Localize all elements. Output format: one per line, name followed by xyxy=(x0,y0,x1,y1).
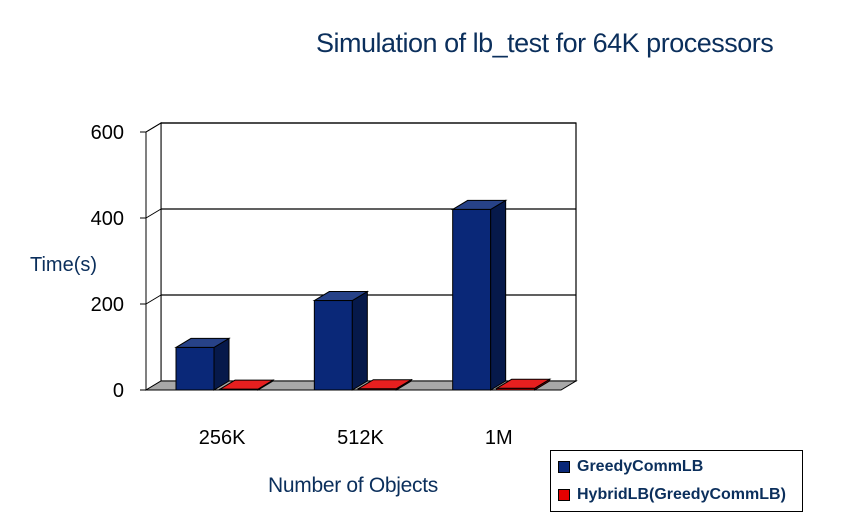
bar-side-greedycommlb-2 xyxy=(490,199,507,391)
bar-front-greedycommlb-1 xyxy=(313,300,353,391)
y-axis-label: Time(s) xyxy=(30,254,98,276)
x-axis-label: Number of Objects xyxy=(268,474,438,497)
chart-title: Simulation of lb_test for 64K processors xyxy=(316,28,774,58)
bar-top-greedycommlb-0 xyxy=(174,337,231,348)
legend-swatch-greedycommlb xyxy=(558,461,570,473)
y-tick-label-2: 400 xyxy=(91,208,124,230)
y-tick-label-1: 200 xyxy=(91,294,124,316)
y-tick-label-3: 600 xyxy=(91,122,124,144)
bar-front-greedycommlb-0 xyxy=(175,346,215,391)
legend: GreedyCommLB HybridLB(GreedyCommLB) xyxy=(550,450,803,512)
legend-swatch-hybridlb xyxy=(558,489,570,501)
bar-top-hybridlb-greedycommlb--1 xyxy=(356,379,414,390)
bar-top-hybridlb-greedycommlb--2 xyxy=(494,378,552,389)
legend-label-hybridlb: HybridLB(GreedyCommLB) xyxy=(577,486,786,503)
legend-item-greedycommlb: GreedyCommLB xyxy=(558,458,703,476)
x-tick-label-2: 1M xyxy=(485,427,513,449)
bar-top-greedycommlb-1 xyxy=(312,291,370,302)
gridline-side xyxy=(145,208,162,219)
legend-item-hybridlb: HybridLB(GreedyCommLB) xyxy=(558,486,786,504)
gridline-side xyxy=(145,294,162,305)
x-tick-label-0: 256K xyxy=(199,427,246,449)
x-tick-label-1: 512K xyxy=(337,427,384,449)
bar-top-hybridlb-greedycommlb--0 xyxy=(218,379,275,390)
side-wall xyxy=(145,122,162,391)
bar-side-greedycommlb-1 xyxy=(351,290,368,391)
gridline-side xyxy=(145,122,162,133)
legend-label-greedycommlb: GreedyCommLB xyxy=(577,458,704,475)
bar-front-greedycommlb-2 xyxy=(452,208,492,391)
bar-top-greedycommlb-2 xyxy=(450,199,508,210)
y-tick-label-0: 0 xyxy=(113,380,124,402)
